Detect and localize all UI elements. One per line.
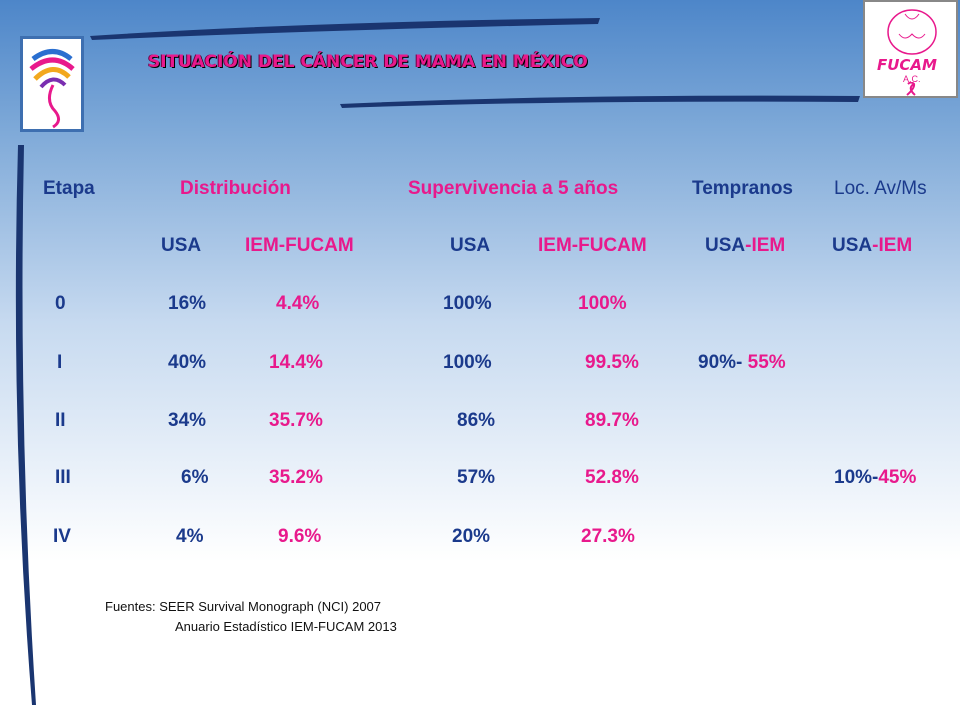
logo-left [20, 36, 84, 132]
pink-ribbon-icon [906, 82, 916, 96]
logo-fucam: FUCAM A.C. [863, 0, 958, 98]
row-dist-iem: 9.6% [278, 526, 322, 547]
subheader-tempranos-iem: -IEM [745, 235, 786, 256]
row-etapa: II [55, 410, 66, 431]
subheader-loc-iem: -IEM [872, 235, 913, 256]
row-dist-usa: 34% [168, 410, 207, 431]
row-dist-usa: 40% [168, 352, 207, 373]
subheader-sup-usa: USA [450, 235, 491, 256]
row-sup-usa: 20% [452, 526, 491, 547]
subheader-tempranos: USA-IEM [705, 235, 785, 257]
row-sup-usa: 57% [457, 467, 496, 488]
row-dist-iem: 35.2% [269, 467, 323, 488]
row-temp-iem: 55% [747, 352, 786, 373]
row-dist-usa: 4% [176, 526, 204, 547]
subheader-dist-iem: IEM-FUCAM [245, 235, 354, 256]
logo-fucam-text: FUCAM [877, 56, 937, 74]
row-dist-iem: 35.7% [269, 410, 323, 431]
header-tempranos: Tempranos [692, 178, 794, 199]
logo-fucam-sub: A.C. [903, 74, 921, 84]
subheader-sup-iem: IEM-FUCAM [538, 235, 647, 256]
header-etapa: Etapa [43, 178, 95, 199]
header-supervivencia: Supervivencia a 5 años [408, 178, 619, 199]
row-etapa: I [57, 352, 63, 373]
header-loc: Loc. Av/Ms [834, 178, 927, 199]
row-dist-usa: 16% [168, 293, 207, 314]
row-loc-iem: 45% [878, 467, 917, 488]
subheader-tempranos-usa: USA [705, 235, 746, 256]
source-line-2: Anuario Estadístico IEM-FUCAM 2013 [175, 619, 397, 634]
row-sup-iem: 52.8% [585, 467, 639, 488]
row-sup-iem: 89.7% [585, 410, 639, 431]
subheader-loc: USA-IEM [832, 235, 912, 257]
subheader-dist-usa: USA [161, 235, 202, 256]
row-temp-usa: 90%- [698, 352, 743, 373]
row-dist-iem: 14.4% [269, 352, 323, 373]
row-dist-iem: 4.4% [276, 293, 320, 314]
header-distribucion: Distribución [180, 178, 291, 199]
row-sup-usa: 100% [443, 293, 492, 314]
row-sup-iem: 100% [578, 293, 627, 314]
row-sup-iem: 99.5% [585, 352, 639, 373]
row-etapa: 0 [55, 293, 66, 314]
row-dist-usa: 6% [181, 467, 209, 488]
subheader-loc-usa: USA [832, 235, 873, 256]
row-etapa: IV [53, 526, 71, 547]
row-loc: 10%-45% [834, 467, 916, 489]
row-etapa: III [55, 467, 71, 488]
row-sup-usa: 86% [457, 410, 496, 431]
row-sup-iem: 27.3% [581, 526, 635, 547]
figure-outline-icon [887, 9, 937, 55]
source-line-1: Fuentes: SEER Survival Monograph (NCI) 2… [105, 599, 382, 614]
row-tempranos: 90%- 55% [698, 352, 786, 374]
ribbon-swirl-icon [29, 49, 75, 129]
slide-title: SITUACIÓN DEL CÁNCER DE MAMA EN MÉXICO [148, 52, 588, 72]
row-loc-usa: 10%- [834, 467, 879, 488]
row-sup-usa: 100% [443, 352, 492, 373]
